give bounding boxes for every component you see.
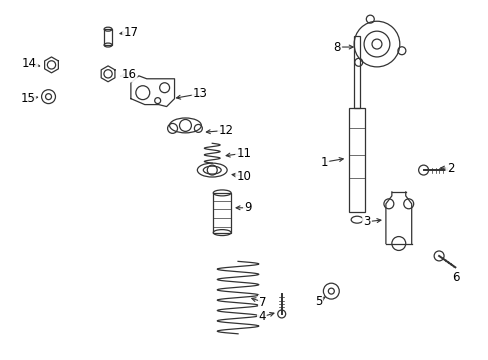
Text: 17: 17 [123,26,138,39]
Text: 15: 15 [20,92,35,105]
Bar [353,36,359,108]
Text: 10: 10 [236,170,251,183]
Text: 16: 16 [121,68,136,81]
Text: 4: 4 [258,310,265,323]
Bar [348,108,365,212]
Text: 6: 6 [452,271,459,284]
Text: 3: 3 [363,215,370,228]
Text: 8: 8 [333,41,340,54]
Text: 1: 1 [320,156,327,168]
Text: 11: 11 [236,147,251,160]
Bar [104,29,112,45]
Text: 14: 14 [22,57,37,71]
Text: 2: 2 [446,162,453,175]
Text: 5: 5 [314,294,322,307]
Text: 7: 7 [259,296,266,309]
Text: 13: 13 [192,87,207,100]
Text: 9: 9 [244,201,251,214]
Bar [213,193,231,233]
Text: 12: 12 [218,124,233,137]
